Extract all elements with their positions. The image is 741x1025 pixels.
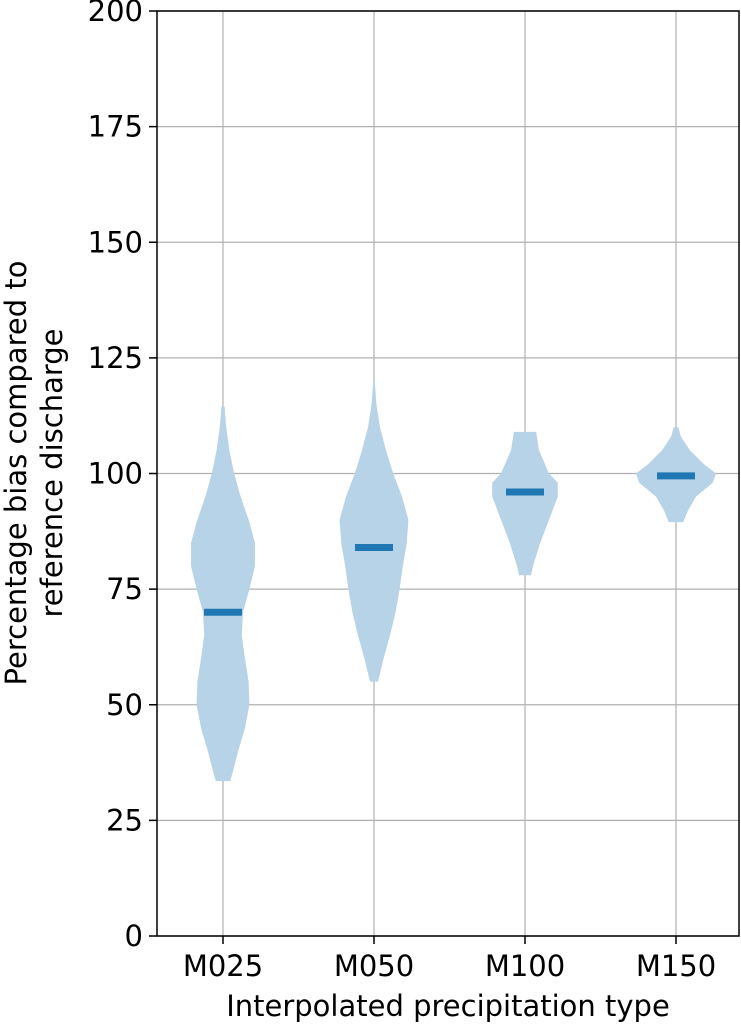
x-tick-label: M100 — [485, 949, 565, 983]
x-ticks: M025 M050 M100 M150 — [183, 936, 716, 983]
violin-body — [339, 381, 409, 682]
y-ticks: 0 25 50 75 100 125 150 175 200 — [88, 0, 157, 953]
y-tick-label: 150 — [88, 225, 143, 259]
y-tick-label: 100 — [88, 457, 143, 491]
x-tick-label: M025 — [183, 949, 263, 983]
y-tick-label: 200 — [88, 0, 143, 28]
y-tick-label: 0 — [125, 919, 143, 953]
y-tick-label: 25 — [106, 803, 143, 837]
x-tick-label: M050 — [334, 949, 414, 983]
y-tick-label: 175 — [88, 110, 143, 144]
y-axis-label-line-1: Percentage bias compared to — [0, 261, 33, 686]
y-axis-label-line-2: reference discharge — [35, 328, 69, 617]
y-tick-label: 75 — [106, 572, 143, 606]
medians — [204, 472, 695, 616]
y-tick-label: 125 — [88, 341, 143, 375]
x-tick-label: M150 — [636, 949, 716, 983]
y-tick-label: 50 — [106, 688, 143, 722]
x-axis-label: Interpolated precipitation type — [226, 989, 670, 1023]
y-axis-label: Percentage bias compared to reference di… — [0, 261, 69, 686]
violin-body — [492, 431, 558, 576]
violin-body — [191, 406, 255, 782]
violins — [191, 381, 716, 782]
